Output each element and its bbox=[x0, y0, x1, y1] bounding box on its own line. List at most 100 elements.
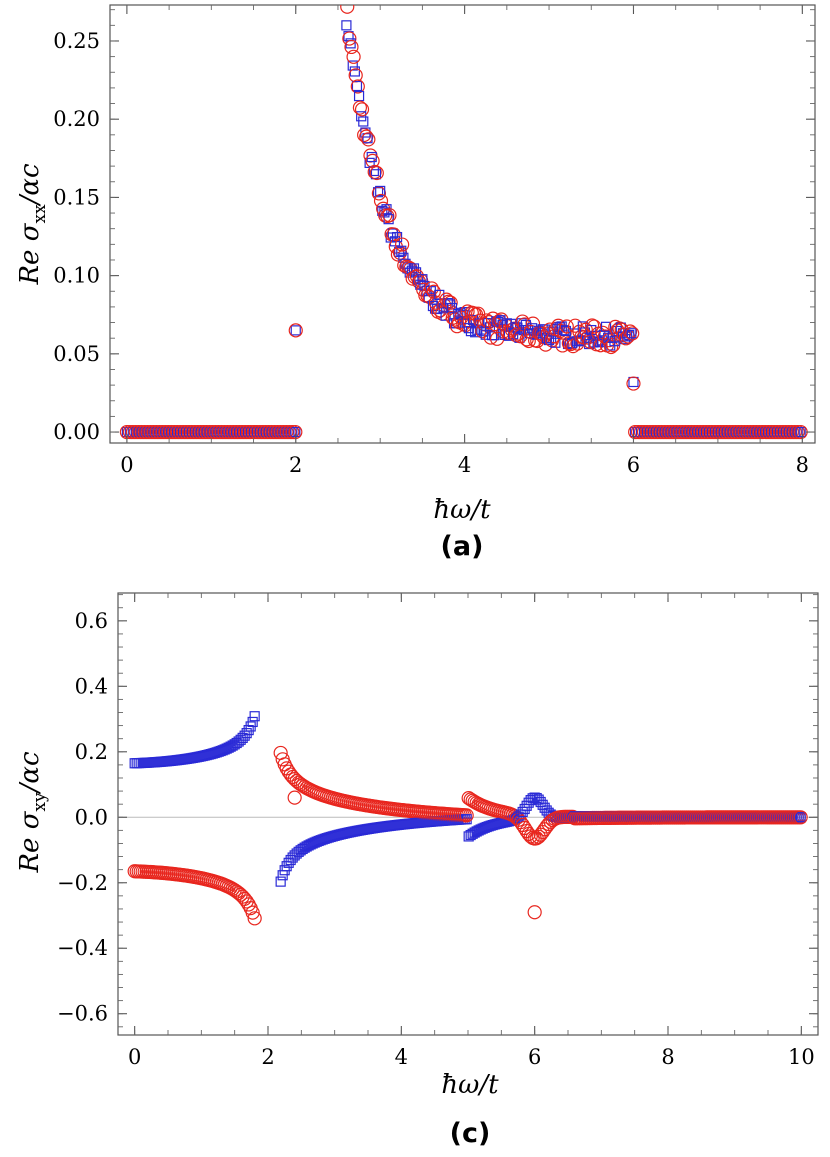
panel-a-red-point bbox=[763, 424, 779, 440]
panel-a-xlabel: ħω/t bbox=[433, 495, 491, 525]
panel-a-red-point bbox=[208, 424, 223, 440]
panel-a-red-point bbox=[226, 424, 241, 440]
panel-a-red-point bbox=[340, 5, 355, 14]
panel-a-red-point bbox=[645, 424, 660, 440]
panel-a-points bbox=[119, 5, 808, 440]
panel-a-red-point bbox=[288, 323, 303, 338]
panel-a-blue-point bbox=[368, 165, 379, 177]
panel-a-caption: (a) bbox=[441, 531, 484, 562]
panel-a-blue-point bbox=[372, 187, 384, 198]
panel-a-red-point bbox=[636, 424, 652, 440]
panel-a-red-point bbox=[361, 132, 376, 147]
panel-a-red-point bbox=[521, 333, 536, 349]
panel-a-red-point bbox=[515, 314, 530, 329]
panel-a-blue-point bbox=[626, 328, 637, 339]
panel-a-red-point bbox=[240, 424, 256, 440]
panel-a-red-point bbox=[752, 424, 767, 440]
panel-c-xtick-label: 10 bbox=[788, 1045, 815, 1069]
panel-c-xtick-label: 4 bbox=[395, 1045, 408, 1069]
panel-a: 0 2 4 6 80.000.050.100.150.200.25 Re σxx/αc … bbox=[15, 4, 816, 562]
panel-a-red-point bbox=[719, 424, 734, 440]
panel-a-red-point bbox=[258, 424, 273, 440]
panel-a-red-point bbox=[660, 424, 675, 440]
panel-c-red-point bbox=[241, 897, 256, 912]
panel-a-ytick-label: 0.25 bbox=[53, 29, 100, 53]
panel-a-red-point bbox=[631, 424, 646, 440]
panel-a-red-point bbox=[134, 424, 149, 440]
panel-a-red-point bbox=[678, 424, 693, 440]
panel-a-red-point bbox=[211, 424, 226, 440]
panel-a-red-point bbox=[582, 334, 598, 349]
panel-a-red-point bbox=[626, 376, 641, 391]
panel-a-red-point bbox=[790, 424, 805, 440]
panel-a-red-point bbox=[737, 424, 752, 440]
panel-c-blue-point bbox=[247, 716, 258, 728]
panel-a-ytick-label: 0.20 bbox=[53, 107, 100, 131]
panel-a-red-point bbox=[229, 424, 244, 440]
panel-a-red-point bbox=[713, 424, 728, 440]
panel-a-blue-point bbox=[628, 376, 639, 388]
panel-c: 0 2 4 6 8 10 −0.6 −0.4 −0.2 0.0 0.2 0.4 0.6 Re σxy/α… bbox=[15, 592, 819, 1149]
panel-a-blue-point bbox=[353, 90, 365, 102]
panel-a-red-point bbox=[778, 424, 793, 440]
panel-a-blue-point bbox=[396, 245, 407, 256]
panel-c-red-point bbox=[793, 810, 808, 825]
panel-a-red-point bbox=[342, 31, 357, 46]
panel-a-red-point bbox=[237, 424, 253, 440]
panel-c-xtick-label: 8 bbox=[661, 1045, 674, 1069]
panel-c-red-point bbox=[247, 911, 262, 926]
panel-a-red-point bbox=[243, 424, 259, 440]
panel-c-ytick-label: 0.0 bbox=[75, 805, 108, 829]
panel-a-xtick-label: 2 bbox=[289, 453, 302, 477]
panel-a-red-point bbox=[264, 424, 279, 440]
panel-a-red-point bbox=[642, 424, 658, 440]
panel-a-red-point bbox=[728, 424, 743, 440]
panel-a-red-point bbox=[190, 424, 205, 440]
panel-a-red-point bbox=[758, 424, 773, 440]
panel-a-red-point bbox=[202, 424, 217, 440]
panel-a-red-point bbox=[784, 424, 799, 440]
panel-a-red-point bbox=[217, 424, 232, 440]
panel-a-red-point bbox=[205, 424, 220, 440]
panel-a-blue-point bbox=[290, 325, 301, 336]
panel-a-ytick-label: 0.05 bbox=[53, 342, 100, 366]
panel-a-red-point bbox=[395, 237, 410, 252]
panel-a-red-point bbox=[740, 424, 755, 440]
panel-a-red-point bbox=[223, 424, 238, 440]
panel-a-ylabel: Re σxx/αc bbox=[15, 163, 50, 285]
panel-a-blue-point bbox=[795, 426, 806, 438]
panel-a-red-point bbox=[167, 424, 182, 440]
panel-a-red-point bbox=[716, 424, 731, 440]
panel-a-red-point bbox=[698, 424, 714, 440]
panel-c-points bbox=[127, 711, 808, 926]
panel-c-blue-point bbox=[249, 711, 260, 722]
panel-a-red-point bbox=[261, 424, 276, 440]
panel-a-blue-point bbox=[550, 337, 561, 348]
panel-a-red-point bbox=[350, 79, 365, 94]
panel-a-red-point bbox=[424, 281, 439, 296]
panel-a-red-point bbox=[196, 424, 211, 440]
panel-a-red-point bbox=[684, 424, 699, 440]
panel-a-blue-point bbox=[375, 185, 386, 197]
panel-a-red-point bbox=[628, 424, 643, 440]
panel-a-red-point bbox=[675, 424, 690, 440]
panel-a-red-point bbox=[128, 424, 143, 440]
panel-a-red-point bbox=[603, 339, 619, 355]
panel-a-blue-point bbox=[351, 80, 363, 92]
panel-a-red-point bbox=[781, 424, 796, 440]
panel-a-red-point bbox=[639, 424, 655, 440]
panel-a-ytick-label: 0.00 bbox=[53, 420, 100, 444]
panel-a-frame bbox=[109, 4, 816, 444]
panel-a-red-point bbox=[666, 424, 681, 440]
panel-a-red-point bbox=[354, 102, 370, 117]
panel-c-xlabel: ħω/t bbox=[441, 1070, 499, 1100]
panel-a-red-point bbox=[146, 424, 161, 440]
panel-c-caption: (c) bbox=[450, 1118, 491, 1149]
panel-c-red-point bbox=[245, 905, 260, 920]
panel-c-xtick-label: 6 bbox=[528, 1045, 541, 1069]
panel-a-red-point bbox=[352, 100, 368, 115]
panel-a-red-point bbox=[184, 424, 199, 440]
panel-a-red-point bbox=[149, 424, 164, 440]
panel-a-red-point bbox=[232, 424, 247, 440]
panel-a-xtick-label: 6 bbox=[627, 453, 640, 477]
